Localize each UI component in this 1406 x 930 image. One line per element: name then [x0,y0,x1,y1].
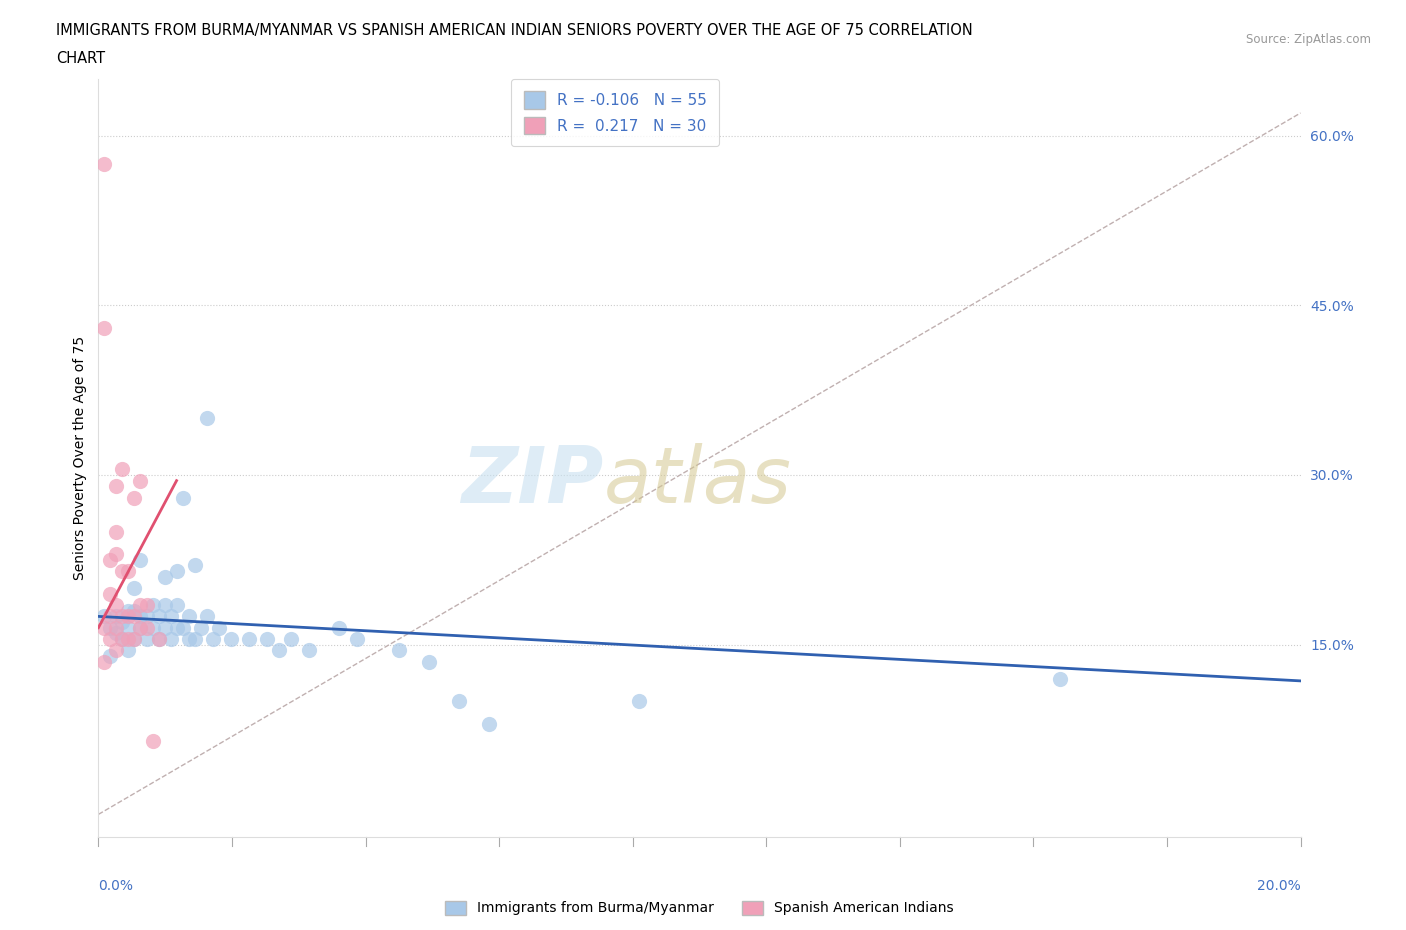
Point [183,631,205,646]
Point [100,552,122,567]
Text: ZIP: ZIP [461,443,603,519]
Point [172,490,194,505]
Point [298,643,321,658]
Point [111,609,134,624]
Point [153,620,176,635]
Point [418,654,440,669]
Point [166,620,188,635]
Point [100,631,122,646]
Point [124,490,146,505]
Point [166,564,188,578]
Point [148,631,170,646]
Point [93,654,115,669]
Point [190,620,212,635]
Point [177,631,200,646]
Point [100,586,122,601]
Point [153,598,176,613]
Point [183,558,205,573]
Point [135,609,157,624]
Text: IMMIGRANTS FROM BURMA/MYANMAR VS SPANISH AMERICAN INDIAN SENIORS POVERTY OVER TH: IMMIGRANTS FROM BURMA/MYANMAR VS SPANISH… [56,23,973,38]
Point [238,631,260,646]
Point [111,564,134,578]
Point [141,620,163,635]
Point [117,609,139,624]
Point [159,609,181,624]
Point [153,569,176,584]
Point [124,631,146,646]
Point [117,564,139,578]
Point [129,473,152,488]
Point [141,734,163,749]
Point [124,604,146,618]
Point [105,620,128,635]
Point [148,609,170,624]
Point [100,609,122,624]
Point [478,716,501,731]
Point [172,620,194,635]
Point [208,620,231,635]
Point [105,598,128,613]
Point [100,620,122,635]
Point [195,609,218,624]
Point [105,626,128,641]
Point [105,643,128,658]
Point [328,620,350,635]
Point [129,552,152,567]
Point [1049,671,1071,686]
Point [117,620,139,635]
Point [111,631,134,646]
Point [124,609,146,624]
Point [628,694,651,709]
Point [117,643,139,658]
Point [219,631,242,646]
Point [256,631,278,646]
Point [93,156,115,171]
Point [124,580,146,595]
Point [93,321,115,336]
Text: 20.0%: 20.0% [1257,879,1301,893]
Point [195,411,218,426]
Point [105,525,128,539]
Text: atlas: atlas [603,443,792,519]
Point [93,620,115,635]
Point [177,609,200,624]
Point [111,615,134,630]
Point [280,631,302,646]
Text: Source: ZipAtlas.com: Source: ZipAtlas.com [1246,33,1371,46]
Point [117,604,139,618]
Point [346,631,368,646]
Point [124,631,146,646]
Point [267,643,290,658]
Point [100,648,122,663]
Point [129,609,152,624]
Point [159,631,181,646]
Legend: R = -0.106   N = 55, R =  0.217   N = 30: R = -0.106 N = 55, R = 0.217 N = 30 [512,79,720,147]
Point [148,631,170,646]
Text: CHART: CHART [56,51,105,66]
Text: 0.0%: 0.0% [98,879,134,893]
Point [105,479,128,494]
Point [117,631,139,646]
Point [111,462,134,477]
Point [166,598,188,613]
Point [135,598,157,613]
Point [105,609,128,624]
Y-axis label: Seniors Poverty Over the Age of 75: Seniors Poverty Over the Age of 75 [73,336,87,580]
Point [105,547,128,562]
Point [135,631,157,646]
Point [129,620,152,635]
Point [135,620,157,635]
Point [388,643,411,658]
Point [447,694,470,709]
Point [141,598,163,613]
Point [129,598,152,613]
Point [201,631,224,646]
Point [129,620,152,635]
Point [111,631,134,646]
Point [93,609,115,624]
